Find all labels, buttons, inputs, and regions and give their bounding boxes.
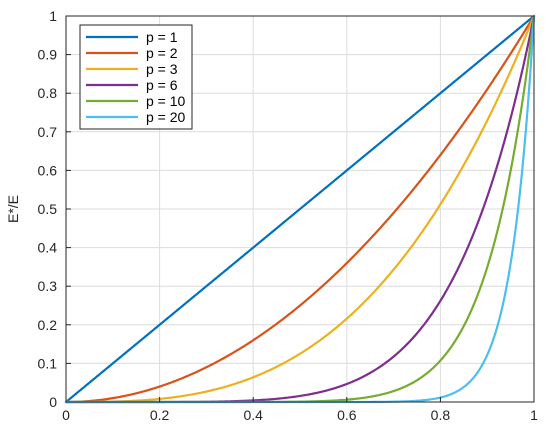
series-line-p-2 bbox=[64, 14, 536, 404]
series-line-p-1 bbox=[64, 14, 536, 404]
legend: p = 1p = 2p = 3p = 6p = 10p = 20 bbox=[79, 24, 193, 130]
y-tick-label: 0.3 bbox=[38, 278, 58, 294]
y-tick-label: 0 bbox=[49, 394, 57, 410]
y-tick-label: 0.6 bbox=[38, 162, 58, 178]
legend-entry-label: p = 6 bbox=[146, 77, 178, 93]
x-axis-ticks: 0 0.2 0.4 0.6 0.8 1 bbox=[62, 397, 538, 423]
y-tick-label: 0.9 bbox=[38, 47, 58, 63]
y-axis-ticks: 0 0.1 0.2 0.3 0.4 0.5 0.6 0.7 0.8 0.9 1 bbox=[38, 8, 71, 410]
x-tick-label: 0.4 bbox=[243, 407, 263, 423]
x-tick-label: 0 bbox=[62, 407, 70, 423]
x-tick-label: 0.8 bbox=[431, 407, 451, 423]
y-tick-label: 0.7 bbox=[38, 124, 58, 140]
y-tick-label: 0.5 bbox=[38, 201, 58, 217]
legend-entry-label: p = 20 bbox=[146, 109, 186, 125]
x-tick-label: 0.2 bbox=[150, 407, 170, 423]
y-tick-label: 0.1 bbox=[38, 355, 58, 371]
legend-entry-label: p = 3 bbox=[146, 61, 178, 77]
y-tick-label: 1 bbox=[49, 8, 57, 24]
legend-entry-label: p = 1 bbox=[146, 29, 178, 45]
y-tick-label: 0.8 bbox=[38, 85, 58, 101]
x-tick-label: 0.6 bbox=[337, 407, 357, 423]
y-tick-label: 0.2 bbox=[38, 317, 58, 333]
y-tick-label: 0.4 bbox=[38, 240, 58, 256]
grid bbox=[65, 15, 535, 403]
series-line-p-3 bbox=[64, 14, 536, 404]
legend-entry-label: p = 10 bbox=[146, 93, 186, 109]
legend-box bbox=[79, 24, 193, 130]
legend-entry-label: p = 2 bbox=[146, 45, 178, 61]
y-axis-label: E*/E bbox=[5, 195, 21, 223]
x-tick-label: 1 bbox=[530, 407, 538, 423]
